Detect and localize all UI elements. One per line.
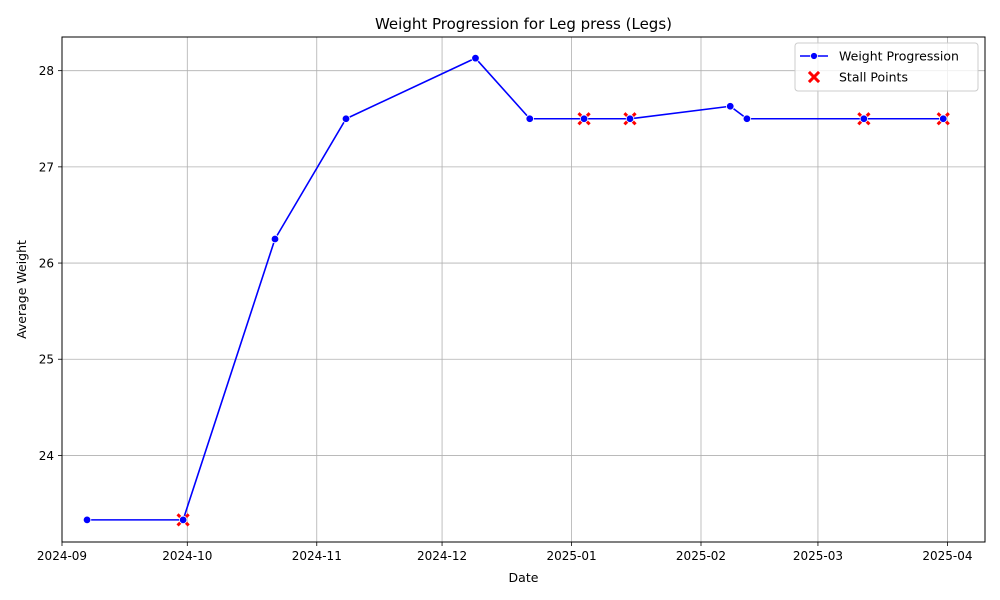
chart-title: Weight Progression for Leg press (Legs) [375,15,672,33]
y-tick-label: 24 [39,449,54,463]
x-tick-label: 2025-02 [676,549,726,563]
y-tick-label: 28 [39,64,54,78]
weight-progression-point [625,114,635,123]
axis-ticks: 2024-09 2024-10 2024-11 2024-12 2025-01 2025-… [37,64,973,563]
legend-circle-marker [810,52,818,60]
x-tick-label: 2024-11 [292,549,342,563]
weight-progression-line [87,57,944,521]
legend-label-stall-points: Stall Points [839,70,908,85]
legend-box [794,42,979,92]
weight-progression-point [579,114,589,123]
y-axis-label: Average Weight [14,240,29,339]
weight-progression-point [939,114,948,123]
weight-progression-point [178,515,188,525]
weight-progression-point [859,114,869,123]
weight-progression-point [525,114,534,123]
x-tick-label: 2025-01 [546,549,596,563]
plot-frame [61,36,986,543]
weight-progression-point [471,53,480,63]
legend-label-weight-progression: Weight Progression [839,49,959,64]
y-tick-label: 26 [39,257,54,271]
weight-progression-point [726,102,735,111]
weight-progression-point [742,114,752,123]
weight-progression-point [341,114,351,123]
x-tick-label: 2024-12 [417,549,467,563]
weight-progression-point [82,515,92,525]
x-tick-label: 2024-10 [162,549,212,563]
x-tick-label: 2024-09 [37,549,87,563]
weight-progression-point [270,234,280,244]
legend: Weight Progression Stall Points [794,42,979,92]
x-axis-label: Date [509,570,539,585]
y-tick-label: 25 [39,353,54,367]
series-layer [82,53,950,527]
legend-x-marker [807,70,821,84]
x-tick-label: 2025-03 [793,549,843,563]
y-tick-label: 27 [39,160,54,174]
x-tick-label: 2025-04 [922,549,972,563]
